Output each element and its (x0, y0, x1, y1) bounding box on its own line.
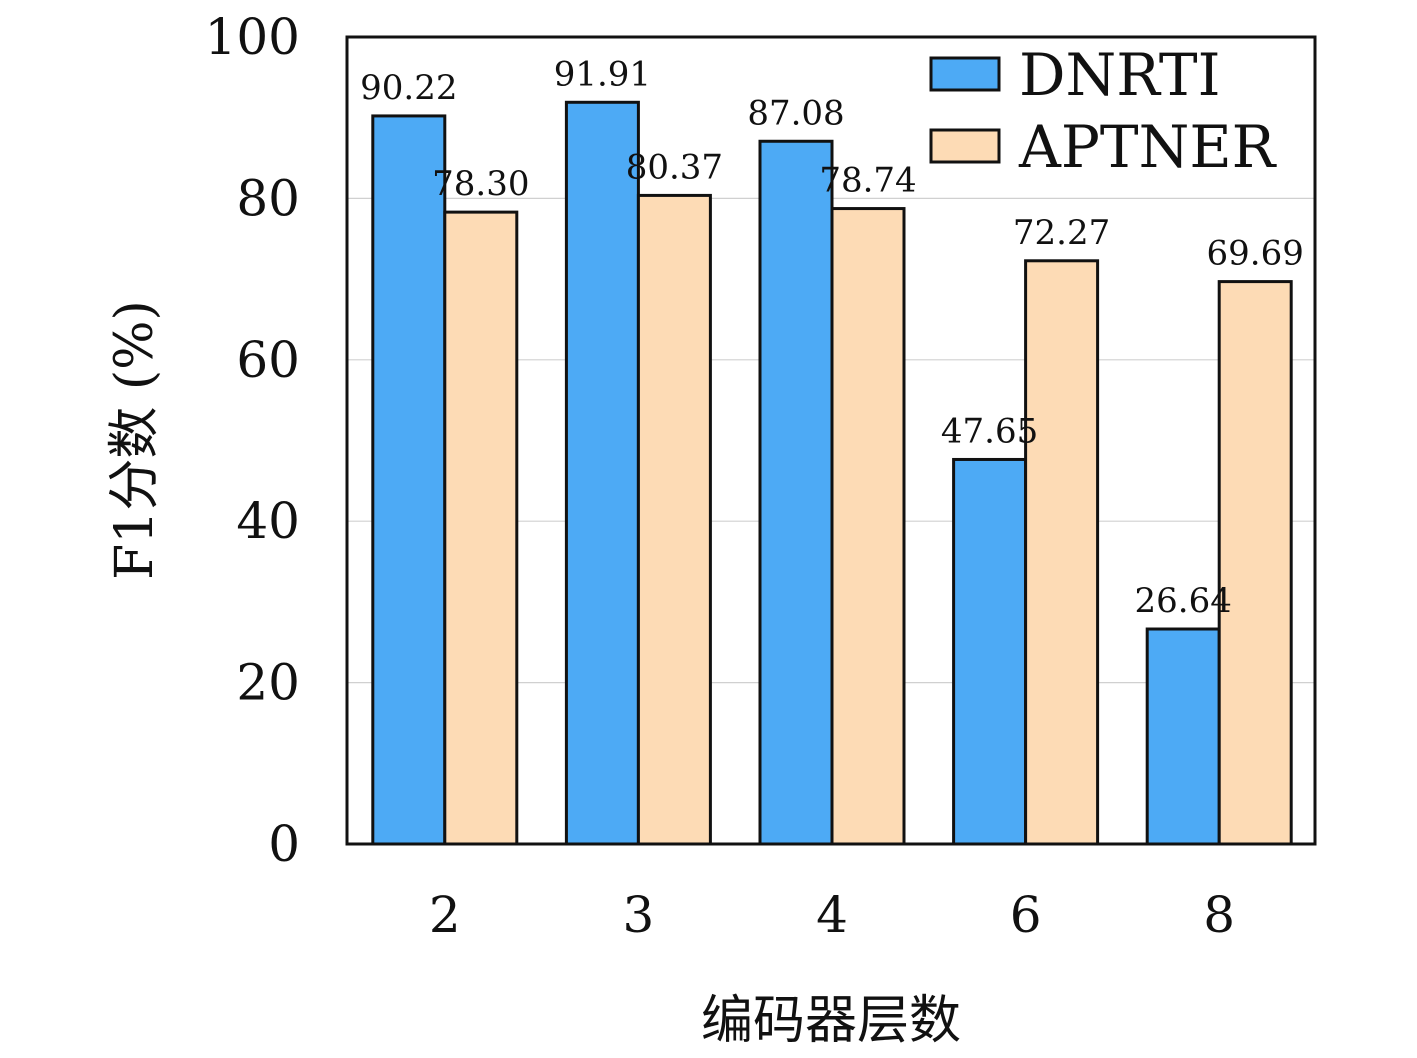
legend-label-aptner: APTNER (1018, 113, 1278, 181)
data-label: 87.08 (747, 93, 844, 133)
y-tick-label: 0 (268, 815, 300, 873)
x-tick-label: 3 (622, 886, 654, 944)
y-tick-label: 60 (236, 331, 300, 389)
bar-aptner (443, 210, 519, 846)
data-label: 72.27 (1013, 213, 1110, 253)
bar-dnrti (952, 457, 1028, 846)
x-tick-label: 4 (816, 886, 848, 944)
y-tick-labels: 0 20 40 60 80 100 (205, 8, 300, 873)
bar-aptner (636, 193, 712, 846)
bar-aptner (1024, 259, 1100, 846)
y-tick-label: 20 (236, 654, 300, 712)
x-tick-label: 2 (429, 886, 461, 944)
data-label: 47.65 (941, 411, 1038, 451)
x-tick-labels: 2 3 4 6 8 (429, 886, 1235, 944)
bar-dnrti (758, 139, 834, 846)
x-tick-label: 8 (1203, 886, 1235, 944)
y-tick-label: 80 (236, 169, 300, 227)
y-axis-title: F1分数 (%) (105, 300, 165, 580)
data-label: 78.30 (432, 164, 529, 204)
data-labels: 90.22 78.30 91.91 80.37 87.08 78.74 47.65 72.27… (360, 54, 1304, 621)
legend-swatch-dnrti (929, 56, 1001, 92)
bar-dnrti (564, 100, 640, 846)
x-tick-label: 6 (1010, 886, 1042, 944)
data-label: 26.64 (1135, 581, 1232, 621)
data-label: 69.69 (1207, 234, 1304, 274)
bar-aptner (1217, 280, 1293, 846)
data-label: 80.37 (626, 147, 723, 187)
data-label: 90.22 (360, 68, 457, 108)
legend-swatch-aptner (929, 128, 1001, 164)
x-axis-title: 编码器层数 (701, 991, 961, 1051)
legend-label-dnrti: DNRTI (1019, 41, 1221, 109)
data-label: 78.74 (819, 161, 916, 201)
data-label: 91.91 (554, 54, 651, 94)
bars (371, 100, 1293, 846)
y-tick-label: 40 (236, 492, 300, 550)
bar-dnrti (371, 114, 447, 846)
bar-dnrti (1145, 627, 1221, 846)
plot-frame (345, 35, 1317, 846)
y-tick-label: 100 (205, 8, 300, 66)
bar-aptner (830, 207, 906, 846)
